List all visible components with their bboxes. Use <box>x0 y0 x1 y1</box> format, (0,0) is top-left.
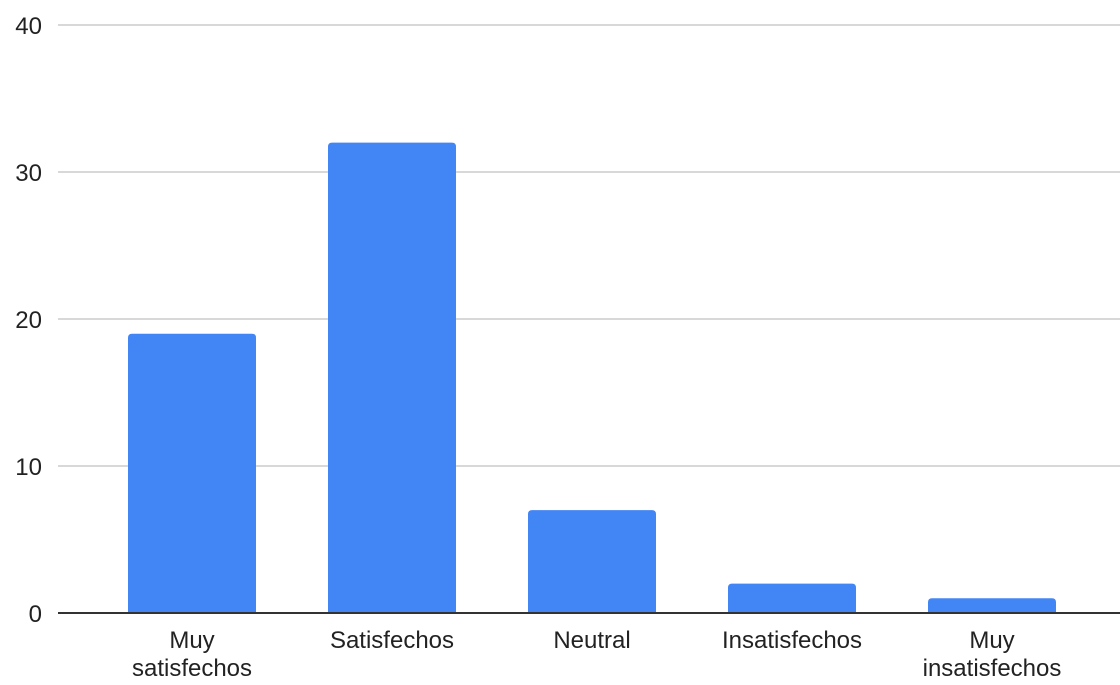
x-tick-label-line: Muy <box>969 627 1014 654</box>
x-tick-label: Muy satisfechos <box>132 627 252 680</box>
y-tick-label: 0 <box>29 601 42 628</box>
y-tick-label: 10 <box>15 454 42 481</box>
x-tick-label: Insatisfechos <box>722 627 862 654</box>
bar-2 <box>528 510 656 613</box>
bar-4 <box>928 598 1056 613</box>
bar-1 <box>328 142 456 613</box>
y-tick-label: 30 <box>15 160 42 187</box>
bar-3 <box>728 583 856 613</box>
bars <box>128 142 1056 613</box>
x-tick-label: Satisfechos <box>330 627 454 654</box>
y-axis-ticks: 0 10 20 30 40 <box>15 13 42 628</box>
x-tick-label-line: Satisfechos <box>330 627 454 654</box>
bar-0 <box>128 333 256 613</box>
y-tick-label: 20 <box>15 307 42 334</box>
x-tick-label-line: satisfechos <box>132 655 252 680</box>
x-tick-label: Neutral <box>553 627 630 654</box>
x-tick-label-line: insatisfechos <box>923 655 1062 680</box>
x-tick-label-line: Neutral <box>553 627 630 654</box>
x-tick-label: Muy insatisfechos <box>923 627 1062 680</box>
gridlines <box>58 24 1120 467</box>
x-tick-label-line: Insatisfechos <box>722 627 862 654</box>
x-tick-label-line: Muy <box>169 627 214 654</box>
y-tick-label: 40 <box>15 13 42 40</box>
